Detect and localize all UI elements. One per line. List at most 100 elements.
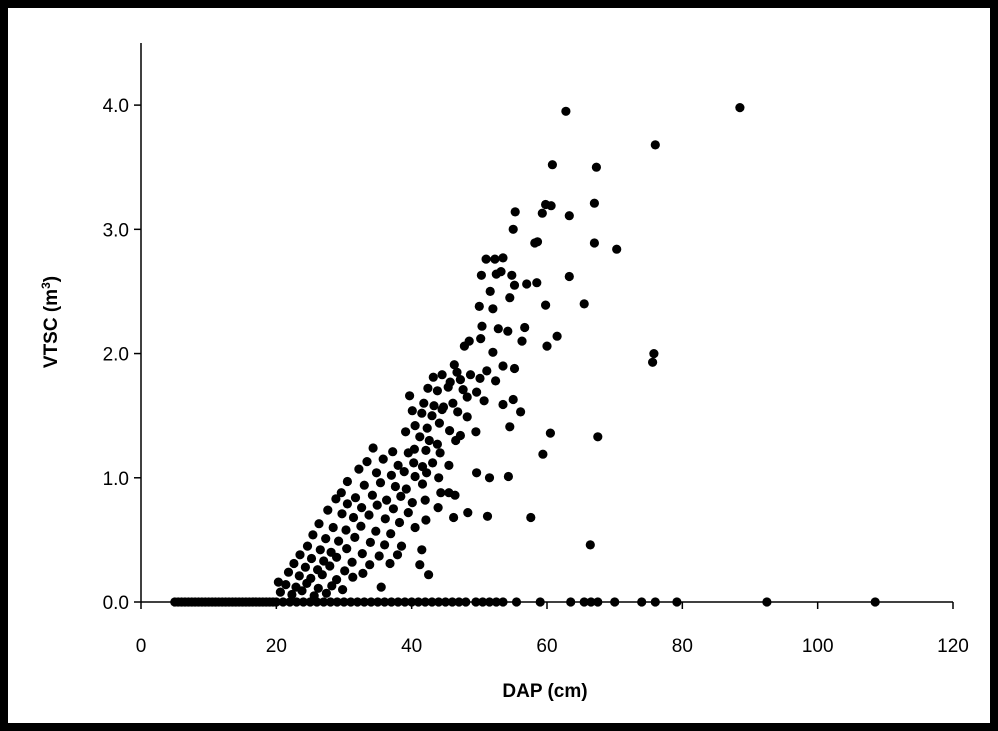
data-point [650, 140, 660, 150]
data-point [362, 457, 372, 467]
data-point [409, 444, 419, 454]
data-point [407, 406, 417, 416]
data-point [585, 540, 595, 550]
data-point [422, 423, 432, 433]
x-tick-label: 60 [536, 636, 557, 657]
data-point [294, 571, 304, 581]
data-point [417, 479, 428, 489]
data-point [482, 511, 493, 521]
data-point [522, 279, 532, 289]
data-point [410, 421, 420, 431]
y-axis-title-close: ) [41, 276, 62, 282]
data-point [365, 560, 375, 570]
data-point [348, 512, 359, 523]
data-point [302, 578, 312, 589]
data-point [354, 464, 364, 474]
data-point [463, 507, 473, 518]
data-point [427, 411, 437, 421]
data-point [409, 458, 419, 468]
data-point [415, 560, 425, 570]
data-point [332, 575, 342, 585]
data-point [424, 570, 434, 580]
data-point [509, 363, 520, 374]
y-tick-label: 0.0 [103, 593, 129, 614]
data-point [450, 490, 460, 500]
data-point [436, 488, 446, 498]
data-point [532, 278, 542, 288]
data-point [289, 558, 299, 569]
data-point [465, 370, 476, 380]
data-point [328, 522, 338, 533]
data-point [735, 103, 745, 113]
data-point [308, 530, 318, 540]
data-point [561, 106, 571, 116]
data-point [449, 512, 459, 523]
data-point [283, 567, 294, 577]
data-point [484, 473, 495, 483]
data-point [472, 468, 482, 478]
data-point [332, 552, 342, 562]
data-point [419, 398, 429, 408]
data-point [421, 445, 431, 455]
data-point [493, 324, 503, 334]
data-point [476, 334, 486, 344]
data-point [464, 336, 474, 346]
data-point [281, 580, 291, 590]
data-point [380, 514, 390, 524]
x-tick-label: 20 [266, 636, 287, 657]
data-points [170, 103, 880, 607]
data-point [437, 370, 447, 380]
data-point [365, 537, 375, 548]
data-point [508, 394, 518, 405]
y-tick-label: 3.0 [103, 220, 129, 241]
data-point [503, 471, 513, 482]
data-point [485, 286, 495, 296]
data-point [347, 557, 357, 567]
data-point [321, 588, 331, 598]
data-point [407, 498, 417, 508]
data-point [325, 561, 335, 571]
data-point [340, 566, 350, 576]
data-point [392, 550, 403, 560]
data-point [471, 427, 481, 437]
data-point [432, 386, 442, 396]
data-point [429, 401, 439, 411]
data-point [302, 541, 313, 551]
data-point [542, 341, 552, 351]
y-tick-label: 1.0 [103, 469, 129, 490]
data-point [435, 448, 445, 458]
data-point [401, 427, 411, 437]
data-point [275, 587, 285, 597]
data-point [437, 404, 447, 415]
data-point [394, 517, 405, 528]
data-point [508, 224, 518, 234]
data-point [545, 428, 556, 438]
data-point [428, 372, 438, 382]
data-point [338, 585, 348, 595]
x-axis-title: DAP (cm) [502, 681, 587, 702]
data-point [273, 577, 283, 587]
data-point [364, 510, 374, 520]
data-point [393, 460, 403, 470]
data-point [488, 304, 498, 314]
data-point [498, 361, 508, 371]
data-point [401, 484, 411, 494]
data-point [410, 471, 420, 482]
data-point [420, 495, 430, 505]
data-point [396, 491, 406, 501]
data-point [444, 460, 454, 470]
y-axis-title-main: VTSC (m [41, 289, 62, 368]
data-point [474, 301, 484, 311]
data-point [313, 583, 323, 593]
data-point [526, 512, 536, 523]
data-point [287, 589, 297, 600]
data-point [357, 503, 367, 513]
data-point [516, 407, 526, 417]
x-axis-ticks: 0 20 40 60 80 100 120 [136, 602, 969, 657]
data-point [342, 476, 352, 487]
data-point [491, 376, 501, 386]
data-point [337, 509, 347, 519]
data-point [432, 439, 442, 449]
data-point [453, 407, 463, 417]
data-point [498, 253, 508, 263]
